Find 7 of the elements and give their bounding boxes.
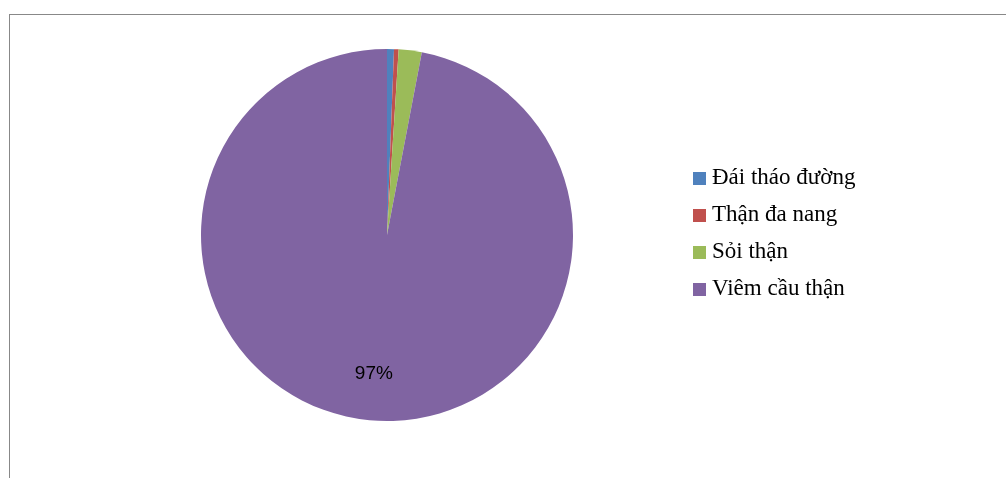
data-label: 97% [354,361,393,383]
pie-slice [387,49,422,235]
legend-label: Viêm cầu thận [712,275,846,301]
legend-label: Thận đa nang [712,201,838,227]
legend-label: Sỏi thận [712,238,789,264]
pie-slice [201,49,573,421]
legend-label: Đái tháo đường [712,164,856,190]
